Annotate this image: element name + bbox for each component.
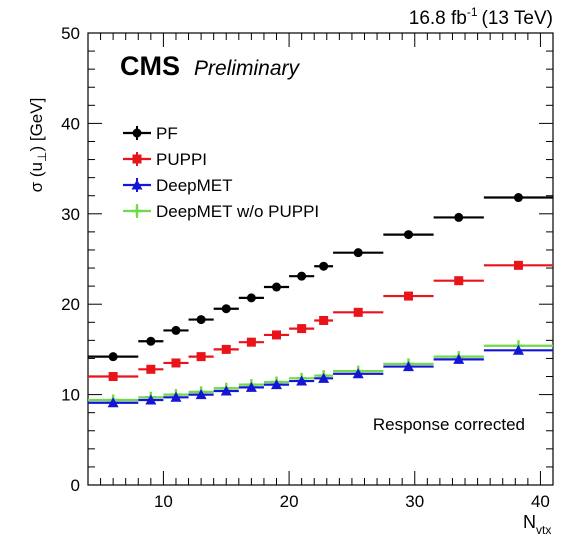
x-axis-title: Nvtx (523, 512, 551, 537)
legend-marker (131, 179, 143, 190)
data-point (513, 260, 523, 270)
data-point (246, 293, 256, 303)
data-point (297, 271, 307, 281)
data-point (221, 344, 231, 354)
legend-label: PF (156, 124, 178, 143)
data-point (196, 315, 206, 325)
legend-marker (131, 205, 143, 217)
data-point (171, 358, 181, 368)
data-point (319, 261, 329, 271)
data-point (296, 375, 308, 386)
x-tick-label: 20 (280, 492, 299, 511)
status-label: Preliminary (194, 57, 301, 80)
series-pf (88, 193, 553, 362)
series-deepmet (88, 344, 553, 408)
data-point (245, 381, 257, 392)
y-tick-label: 30 (61, 205, 80, 224)
y-tick-label: 0 (71, 476, 80, 495)
axes-group: 10 20 30 40 0 10 20 30 40 50 (61, 24, 554, 511)
data-point (220, 385, 232, 396)
data-point (108, 372, 118, 382)
data-point (513, 193, 523, 203)
x-tick-label: 30 (405, 492, 424, 511)
x-tick-label: 40 (531, 492, 550, 511)
data-point (403, 230, 413, 240)
legend-label: DeepMET (156, 176, 233, 195)
data-point (318, 372, 330, 383)
response-corrected-annotation: Response corrected (373, 415, 525, 434)
data-point (454, 212, 464, 222)
data-point (353, 248, 363, 258)
data-point (195, 389, 207, 400)
y-tick-label: 50 (61, 24, 80, 43)
data-point (272, 282, 282, 292)
data-point (146, 364, 156, 374)
data-point (297, 324, 307, 334)
data-point (107, 397, 119, 408)
data-point (170, 391, 182, 402)
data-point (512, 344, 524, 355)
data-point (352, 368, 364, 379)
lumi-label: 16.8 fb-1 (13 TeV) (409, 5, 553, 29)
data-point (271, 379, 283, 390)
legend: PF PUPPI DeepMET DeepMET w/o PUPPI (123, 124, 319, 221)
data-point (145, 394, 157, 405)
data-point (146, 336, 156, 346)
y-tick-label: 20 (61, 295, 80, 314)
data-point (319, 315, 329, 325)
x-tick-label: 10 (154, 492, 173, 511)
y-tick-label: 40 (61, 114, 80, 133)
data-point (108, 352, 118, 362)
legend-marker (132, 154, 142, 164)
legend-marker (132, 128, 142, 138)
plot-frame (87, 32, 554, 486)
data-point (353, 307, 363, 317)
data-point (402, 361, 414, 372)
data-point (171, 325, 181, 335)
data-point (246, 337, 256, 347)
data-point (272, 330, 282, 340)
legend-label: PUPPI (156, 150, 207, 169)
data-point (454, 276, 464, 286)
data-point (403, 291, 413, 301)
y-tick-label: 10 (61, 386, 80, 405)
experiment-label: CMS (120, 51, 180, 81)
y-axis-title: σ (u⊥) [GeV] (27, 98, 49, 193)
data-point (196, 352, 206, 362)
series-puppi (88, 260, 553, 382)
series-group (88, 193, 553, 408)
data-point (453, 353, 465, 364)
legend-label: DeepMET w/o PUPPI (156, 202, 319, 221)
data-point (221, 304, 231, 314)
